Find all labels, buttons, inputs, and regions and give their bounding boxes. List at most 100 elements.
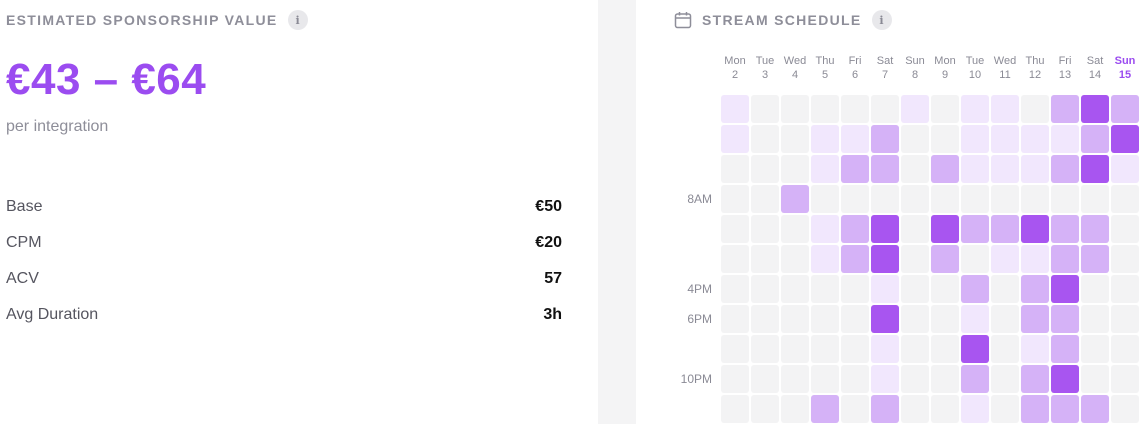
heatmap-cell[interactable] (811, 395, 839, 423)
heatmap-cell[interactable] (901, 395, 929, 423)
heatmap-cell[interactable] (1021, 155, 1049, 183)
heatmap-cell[interactable] (1111, 275, 1139, 303)
heatmap-cell[interactable] (751, 275, 779, 303)
heatmap-cell[interactable] (721, 245, 749, 273)
heatmap-cell[interactable] (871, 155, 899, 183)
heatmap-cell[interactable] (991, 275, 1019, 303)
heatmap-cell[interactable] (931, 95, 959, 123)
heatmap-cell[interactable] (1051, 395, 1079, 423)
heatmap-cell[interactable] (1051, 215, 1079, 243)
heatmap-cell[interactable] (1081, 215, 1109, 243)
heatmap-cell[interactable] (811, 155, 839, 183)
heatmap-cell[interactable] (1081, 245, 1109, 273)
heatmap-cell[interactable] (811, 305, 839, 333)
heatmap-cell[interactable] (721, 305, 749, 333)
heatmap-cell[interactable] (781, 335, 809, 363)
heatmap-cell[interactable] (841, 155, 869, 183)
heatmap-cell[interactable] (781, 275, 809, 303)
heatmap-cell[interactable] (901, 125, 929, 153)
heatmap-cell[interactable] (751, 245, 779, 273)
heatmap-cell[interactable] (1021, 395, 1049, 423)
info-icon[interactable]: i (871, 10, 892, 30)
heatmap-cell[interactable] (1051, 155, 1079, 183)
heatmap-cell[interactable] (871, 275, 899, 303)
heatmap-cell[interactable] (961, 305, 989, 333)
heatmap-cell[interactable] (811, 95, 839, 123)
heatmap-cell[interactable] (991, 155, 1019, 183)
heatmap-cell[interactable] (841, 215, 869, 243)
heatmap-cell[interactable] (1051, 275, 1079, 303)
heatmap-cell[interactable] (961, 365, 989, 393)
heatmap-cell[interactable] (1111, 335, 1139, 363)
heatmap-cell[interactable] (811, 275, 839, 303)
heatmap-cell[interactable] (871, 215, 899, 243)
heatmap-cell[interactable] (871, 305, 899, 333)
heatmap-cell[interactable] (901, 335, 929, 363)
heatmap-cell[interactable] (961, 125, 989, 153)
heatmap-cell[interactable] (781, 185, 809, 213)
heatmap-cell[interactable] (901, 245, 929, 273)
heatmap-cell[interactable] (1111, 125, 1139, 153)
heatmap-cell[interactable] (811, 185, 839, 213)
heatmap-cell[interactable] (901, 185, 929, 213)
heatmap-cell[interactable] (1081, 275, 1109, 303)
heatmap-cell[interactable] (1051, 335, 1079, 363)
heatmap-cell[interactable] (1021, 215, 1049, 243)
heatmap-cell[interactable] (781, 395, 809, 423)
heatmap-cell[interactable] (1111, 245, 1139, 273)
heatmap-cell[interactable] (1051, 305, 1079, 333)
heatmap-cell[interactable] (871, 125, 899, 153)
heatmap-cell[interactable] (1021, 245, 1049, 273)
heatmap-cell[interactable] (781, 95, 809, 123)
heatmap-cell[interactable] (1021, 305, 1049, 333)
heatmap-cell[interactable] (931, 395, 959, 423)
heatmap-cell[interactable] (871, 395, 899, 423)
heatmap-cell[interactable] (901, 215, 929, 243)
heatmap-cell[interactable] (1021, 95, 1049, 123)
heatmap-cell[interactable] (1021, 125, 1049, 153)
heatmap-cell[interactable] (931, 275, 959, 303)
heatmap-cell[interactable] (721, 95, 749, 123)
heatmap-cell[interactable] (751, 125, 779, 153)
heatmap-cell[interactable] (841, 365, 869, 393)
heatmap-cell[interactable] (811, 365, 839, 393)
heatmap-cell[interactable] (961, 155, 989, 183)
heatmap-cell[interactable] (841, 125, 869, 153)
heatmap-cell[interactable] (1051, 95, 1079, 123)
heatmap-cell[interactable] (841, 95, 869, 123)
heatmap-cell[interactable] (871, 365, 899, 393)
heatmap-cell[interactable] (901, 275, 929, 303)
heatmap-cell[interactable] (1021, 335, 1049, 363)
heatmap-cell[interactable] (1081, 305, 1109, 333)
heatmap-cell[interactable] (721, 185, 749, 213)
heatmap-cell[interactable] (781, 245, 809, 273)
heatmap-cell[interactable] (991, 185, 1019, 213)
heatmap-cell[interactable] (781, 215, 809, 243)
heatmap-cell[interactable] (961, 335, 989, 363)
heatmap-cell[interactable] (781, 155, 809, 183)
heatmap-cell[interactable] (871, 185, 899, 213)
heatmap-cell[interactable] (901, 95, 929, 123)
heatmap-cell[interactable] (991, 305, 1019, 333)
heatmap-cell[interactable] (991, 125, 1019, 153)
heatmap-cell[interactable] (871, 95, 899, 123)
heatmap-cell[interactable] (721, 215, 749, 243)
heatmap-cell[interactable] (961, 245, 989, 273)
heatmap-cell[interactable] (931, 245, 959, 273)
heatmap-cell[interactable] (1111, 365, 1139, 393)
heatmap-cell[interactable] (901, 155, 929, 183)
heatmap-cell[interactable] (961, 185, 989, 213)
heatmap-cell[interactable] (931, 185, 959, 213)
heatmap-cell[interactable] (931, 305, 959, 333)
heatmap-cell[interactable] (751, 155, 779, 183)
heatmap-cell[interactable] (721, 395, 749, 423)
heatmap-cell[interactable] (751, 95, 779, 123)
heatmap-cell[interactable] (991, 395, 1019, 423)
heatmap-cell[interactable] (931, 155, 959, 183)
heatmap-cell[interactable] (991, 95, 1019, 123)
heatmap-cell[interactable] (1051, 245, 1079, 273)
heatmap-cell[interactable] (961, 395, 989, 423)
heatmap-cell[interactable] (811, 215, 839, 243)
heatmap-cell[interactable] (1111, 305, 1139, 333)
heatmap-cell[interactable] (751, 335, 779, 363)
